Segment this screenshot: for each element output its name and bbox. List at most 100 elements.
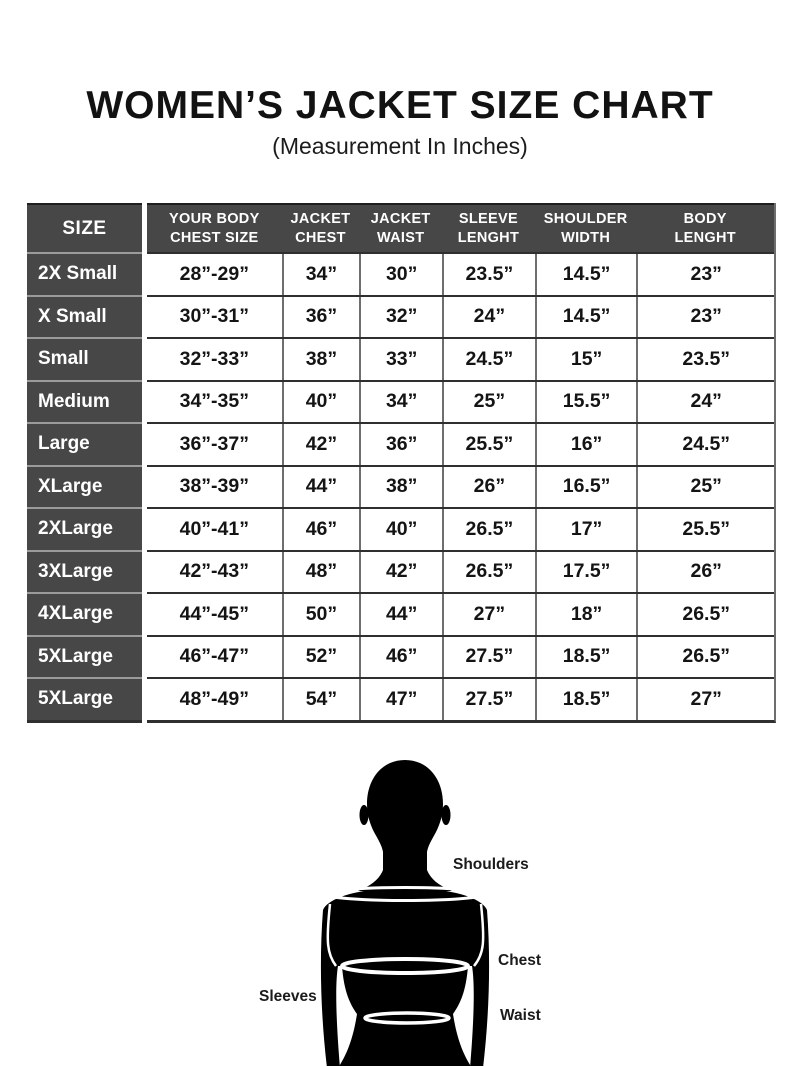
- table-cell: 16”: [534, 424, 637, 465]
- table-cell: 17”: [534, 509, 637, 550]
- table-cell: 54”: [281, 679, 360, 720]
- size-label: Medium: [27, 379, 142, 422]
- table-cell: 24.5”: [636, 424, 774, 465]
- table-cell: 50”: [281, 594, 360, 635]
- table-cell: 40”: [359, 509, 442, 550]
- shoulder-line: [323, 886, 487, 902]
- size-label: 5XLarge: [27, 677, 142, 720]
- table-cell: 32”-33”: [179, 347, 249, 370]
- table-cell: 18.5”: [534, 636, 637, 677]
- table-cell: 48”: [281, 551, 360, 592]
- table-cell: 24”: [442, 296, 535, 337]
- table-cell: 44”: [359, 594, 442, 635]
- size-label: X Small: [27, 294, 142, 337]
- page-subtitle: (Measurement In Inches): [272, 133, 528, 159]
- table-cell: 26”: [442, 466, 535, 507]
- column-header: SHOULDER WIDTH: [543, 210, 628, 246]
- table-cell: 47”: [359, 679, 442, 720]
- table-cell: 26.5”: [442, 551, 535, 592]
- waist-line: [363, 1011, 451, 1025]
- column-header: SLEEVE LENGHT: [457, 210, 520, 246]
- table-cell: 15.5”: [534, 381, 637, 422]
- table-cell: 18”: [534, 594, 637, 635]
- table-cell: 40”-41”: [179, 517, 249, 540]
- table-cell: 46”: [359, 636, 442, 677]
- table-cell: 34”-35”: [179, 390, 249, 413]
- table-cell: 42”: [359, 551, 442, 592]
- table-cell: 24.5”: [442, 339, 535, 380]
- column-header: JACKET WAIST: [370, 210, 431, 246]
- table-cell: 36”-37”: [179, 432, 249, 455]
- table-cell: 30”: [359, 254, 442, 295]
- column-header: YOUR BODY CHEST SIZE: [169, 210, 260, 246]
- column-gap: [142, 203, 147, 723]
- table-cell: 52”: [281, 636, 360, 677]
- table-row: 38”-39” 44” 38” 26” 16.5” 25”: [147, 464, 774, 507]
- table-cell: 27.5”: [442, 636, 535, 677]
- size-label: 5XLarge: [27, 634, 142, 677]
- table-cell: 14.5”: [534, 254, 637, 295]
- table-header-row: YOUR BODY CHEST SIZE JACKET CHEST JACKET W…: [147, 203, 774, 252]
- table-cell: 16.5”: [534, 466, 637, 507]
- table-cell: 38”: [359, 466, 442, 507]
- table-cell: 17.5”: [534, 551, 637, 592]
- table-cell: 24”: [636, 381, 774, 422]
- size-column: SIZE 2X Small X Small Small Medium Large XLar…: [27, 203, 142, 723]
- table-row: 34”-35” 40” 34” 25” 15.5” 24”: [147, 379, 774, 422]
- body-silhouette: [320, 760, 490, 1066]
- waist-label: Waist: [500, 1007, 541, 1024]
- table-cell: 15”: [534, 339, 637, 380]
- table-cell: 38”: [281, 339, 360, 380]
- table-cell: 42”-43”: [179, 560, 249, 583]
- shoulders-label: Shoulders: [453, 856, 529, 873]
- table-row: 30”-31” 36” 32” 24” 14.5” 23”: [147, 294, 774, 337]
- column-header: BODY LENGHT: [674, 210, 736, 246]
- table-cell: 26”: [636, 551, 774, 592]
- table-cell: 44”: [281, 466, 360, 507]
- data-columns: YOUR BODY CHEST SIZE JACKET CHEST JACKET W…: [147, 203, 776, 723]
- table-row: 32”-33” 38” 33” 24.5” 15” 23.5”: [147, 337, 774, 380]
- size-label: 4XLarge: [27, 592, 142, 635]
- table-cell: 36”: [359, 424, 442, 465]
- table-cell: 44”-45”: [179, 602, 249, 625]
- table-cell: 32”: [359, 296, 442, 337]
- table-cell: 23.5”: [636, 339, 774, 380]
- size-label: Small: [27, 337, 142, 380]
- sleeves-label: Sleeves: [259, 988, 317, 1005]
- table-cell: 34”: [281, 254, 360, 295]
- table-cell: 26.5”: [442, 509, 535, 550]
- size-label: 3XLarge: [27, 549, 142, 592]
- table-cell: 23”: [636, 296, 774, 337]
- table-cell: 25”: [636, 466, 774, 507]
- table-cell: 27”: [442, 594, 535, 635]
- table-cell: 14.5”: [534, 296, 637, 337]
- table-cell: 38”-39”: [179, 475, 249, 498]
- table-cell: 34”: [359, 381, 442, 422]
- table-cell: 26.5”: [636, 636, 774, 677]
- size-label: 2X Small: [27, 252, 142, 295]
- page-title: WOMEN’S JACKET SIZE CHART: [86, 84, 714, 127]
- size-chart-table: SIZE 2X Small X Small Small Medium Large XLar…: [27, 203, 776, 723]
- table-cell: 40”: [281, 381, 360, 422]
- table-cell: 25.5”: [442, 424, 535, 465]
- table-row: 28”-29” 34” 30” 23.5” 14.5” 23”: [147, 252, 774, 295]
- table-cell: 42”: [281, 424, 360, 465]
- right-arm-seam: [473, 903, 485, 967]
- table-cell: 46”: [281, 509, 360, 550]
- table-cell: 28”-29”: [179, 262, 249, 285]
- table-row: 40”-41” 46” 40” 26.5” 17” 25.5”: [147, 507, 774, 550]
- measurement-diagram: Shoulders Chest Sleeves Waist: [0, 750, 800, 1066]
- table-cell: 18.5”: [534, 679, 637, 720]
- size-label: XLarge: [27, 464, 142, 507]
- table-cell: 33”: [359, 339, 442, 380]
- table-cell: 26.5”: [636, 594, 774, 635]
- table-cell: 25”: [442, 381, 535, 422]
- table-row: 42”-43” 48” 42” 26.5” 17.5” 26”: [147, 549, 774, 592]
- table-row: 46”-47” 52” 46” 27.5” 18.5” 26.5”: [147, 634, 774, 677]
- table-cell: 48”-49”: [179, 687, 249, 710]
- table-cell: 27.5”: [442, 679, 535, 720]
- column-header: JACKET CHEST: [290, 210, 351, 246]
- table-row: 36”-37” 42” 36” 25.5” 16” 24.5”: [147, 422, 774, 465]
- chest-label: Chest: [498, 952, 542, 969]
- table-cell: 23.5”: [442, 254, 535, 295]
